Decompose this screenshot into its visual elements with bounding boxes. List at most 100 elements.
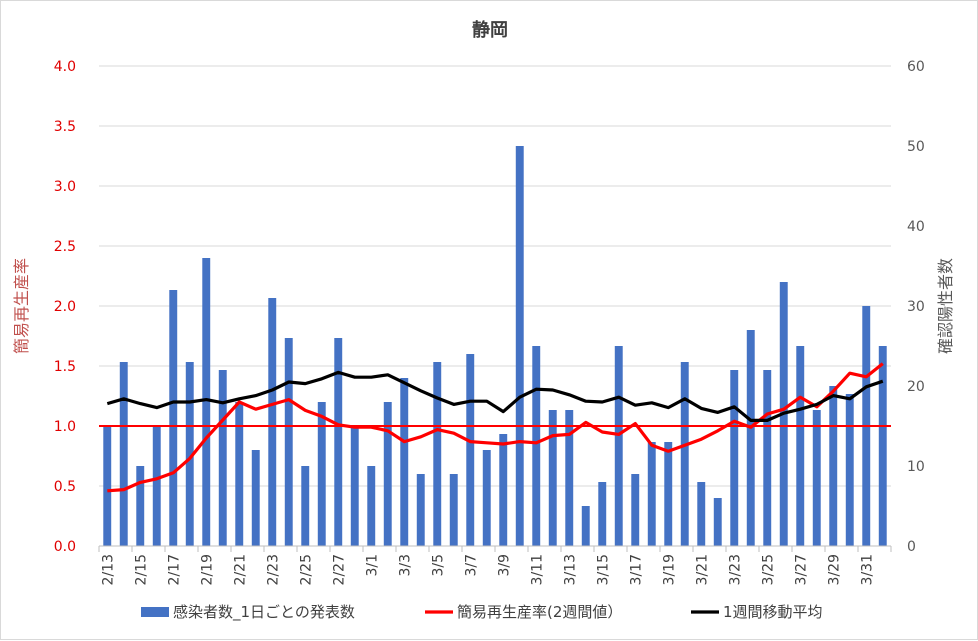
bar bbox=[532, 346, 541, 546]
x-tick-label: 3/29 bbox=[826, 554, 842, 585]
bar bbox=[499, 434, 508, 546]
bar bbox=[515, 146, 524, 546]
bar bbox=[268, 298, 277, 546]
bar bbox=[152, 426, 161, 546]
right-tick-label: 40 bbox=[907, 219, 925, 235]
left-tick-label: 1.5 bbox=[54, 359, 76, 375]
bar bbox=[713, 498, 722, 546]
bar bbox=[119, 362, 128, 546]
right-tick-label: 10 bbox=[907, 459, 925, 475]
axes bbox=[98, 545, 892, 552]
x-tick-label: 2/25 bbox=[298, 554, 314, 585]
bar bbox=[482, 450, 491, 546]
legend-swatch-bar bbox=[141, 607, 169, 617]
bar bbox=[317, 402, 326, 546]
x-tick-label: 3/19 bbox=[661, 554, 677, 585]
bar bbox=[878, 346, 887, 546]
bar bbox=[845, 394, 854, 546]
bar bbox=[614, 346, 623, 546]
x-tick-label: 3/3 bbox=[397, 554, 413, 577]
legend-label-rate: 簡易再生産率(2週間値） bbox=[457, 603, 622, 621]
bar bbox=[218, 370, 227, 546]
bar bbox=[103, 426, 112, 546]
x-tick-label: 3/31 bbox=[859, 554, 875, 585]
bar bbox=[449, 474, 458, 546]
bar bbox=[301, 466, 310, 546]
x-tick-label: 3/27 bbox=[793, 554, 809, 585]
right-tick-label: 50 bbox=[907, 139, 925, 155]
bar bbox=[812, 410, 821, 546]
x-tick-label: 2/13 bbox=[100, 554, 116, 585]
x-tick-label: 3/1 bbox=[364, 554, 380, 577]
bar bbox=[730, 370, 739, 546]
bar bbox=[631, 474, 640, 546]
left-tick-label: 2.0 bbox=[54, 299, 76, 315]
bar bbox=[433, 362, 442, 546]
legend: 感染者数_1日ごとの発表数 簡易再生産率(2週間値） 1週間移動平均 bbox=[141, 603, 823, 622]
bar bbox=[697, 482, 706, 546]
reproduction-rate-line bbox=[107, 362, 884, 493]
x-tick-label: 2/23 bbox=[265, 554, 281, 585]
left-tick-label: 3.0 bbox=[54, 179, 76, 195]
left-tick-label: 1.0 bbox=[54, 419, 76, 435]
legend-label-bar: 感染者数_1日ごとの発表数 bbox=[173, 603, 355, 622]
bar bbox=[235, 402, 244, 546]
x-tick-label: 2/17 bbox=[166, 554, 182, 585]
x-tick-label: 3/17 bbox=[628, 554, 644, 585]
x-tick-label: 2/21 bbox=[232, 554, 248, 585]
bar bbox=[647, 442, 656, 546]
x-tick-label: 3/23 bbox=[727, 554, 743, 585]
x-tick-label: 2/19 bbox=[199, 554, 215, 585]
x-tick-label: 3/11 bbox=[529, 554, 545, 585]
x-tick-label: 3/5 bbox=[430, 554, 446, 577]
bar bbox=[581, 506, 590, 546]
left-axis-ticks: 0.0 0.5 1.0 1.5 2.0 2.5 3.0 3.5 4.0 bbox=[54, 59, 76, 555]
bar bbox=[829, 386, 838, 546]
right-axis-ticks: 0 10 20 30 40 50 60 bbox=[907, 59, 925, 555]
x-tick-label: 2/27 bbox=[331, 554, 347, 585]
chart-title: 静岡 bbox=[472, 19, 508, 41]
bar bbox=[350, 426, 359, 546]
bar bbox=[466, 354, 475, 546]
left-tick-label: 2.5 bbox=[54, 239, 76, 255]
right-tick-label: 20 bbox=[907, 379, 925, 395]
right-tick-label: 0 bbox=[907, 539, 916, 555]
right-axis-title: 確認陽性者数 bbox=[936, 258, 955, 354]
x-tick-label: 3/13 bbox=[562, 554, 578, 585]
bar bbox=[565, 410, 574, 546]
right-tick-label: 60 bbox=[907, 59, 925, 75]
legend-label-average: 1週間移動平均 bbox=[723, 603, 823, 621]
bar bbox=[367, 466, 376, 546]
bar bbox=[334, 338, 343, 546]
bar bbox=[664, 442, 673, 546]
x-tick-label: 3/7 bbox=[463, 554, 479, 577]
bar bbox=[136, 466, 145, 546]
left-tick-label: 3.5 bbox=[54, 119, 76, 135]
left-tick-label: 0.0 bbox=[54, 539, 76, 555]
x-axis-ticks: 2/13 2/15 2/17 2/19 2/21 2/23 2/25 2/27 3/1 3/3 3/… bbox=[100, 554, 875, 585]
x-tick-label: 3/21 bbox=[694, 554, 710, 585]
x-tick-label: 3/25 bbox=[760, 554, 776, 585]
bar bbox=[202, 258, 211, 546]
line-series bbox=[106, 362, 884, 493]
bar bbox=[169, 290, 178, 546]
bar bbox=[251, 450, 260, 546]
moving-average-line bbox=[106, 370, 884, 422]
bar bbox=[796, 346, 805, 546]
left-tick-label: 4.0 bbox=[54, 59, 76, 75]
left-axis-title: 簡易再生産率 bbox=[12, 258, 31, 354]
bar bbox=[548, 410, 557, 546]
bar bbox=[284, 338, 293, 546]
bar bbox=[746, 330, 755, 546]
bar bbox=[680, 362, 689, 546]
x-tick-label: 3/9 bbox=[496, 554, 512, 577]
bar bbox=[598, 482, 607, 546]
x-tick-label: 2/15 bbox=[133, 554, 149, 585]
bar bbox=[416, 474, 425, 546]
bar bbox=[383, 402, 392, 546]
bar bbox=[185, 362, 194, 546]
bar bbox=[763, 370, 772, 546]
left-tick-label: 0.5 bbox=[54, 479, 76, 495]
